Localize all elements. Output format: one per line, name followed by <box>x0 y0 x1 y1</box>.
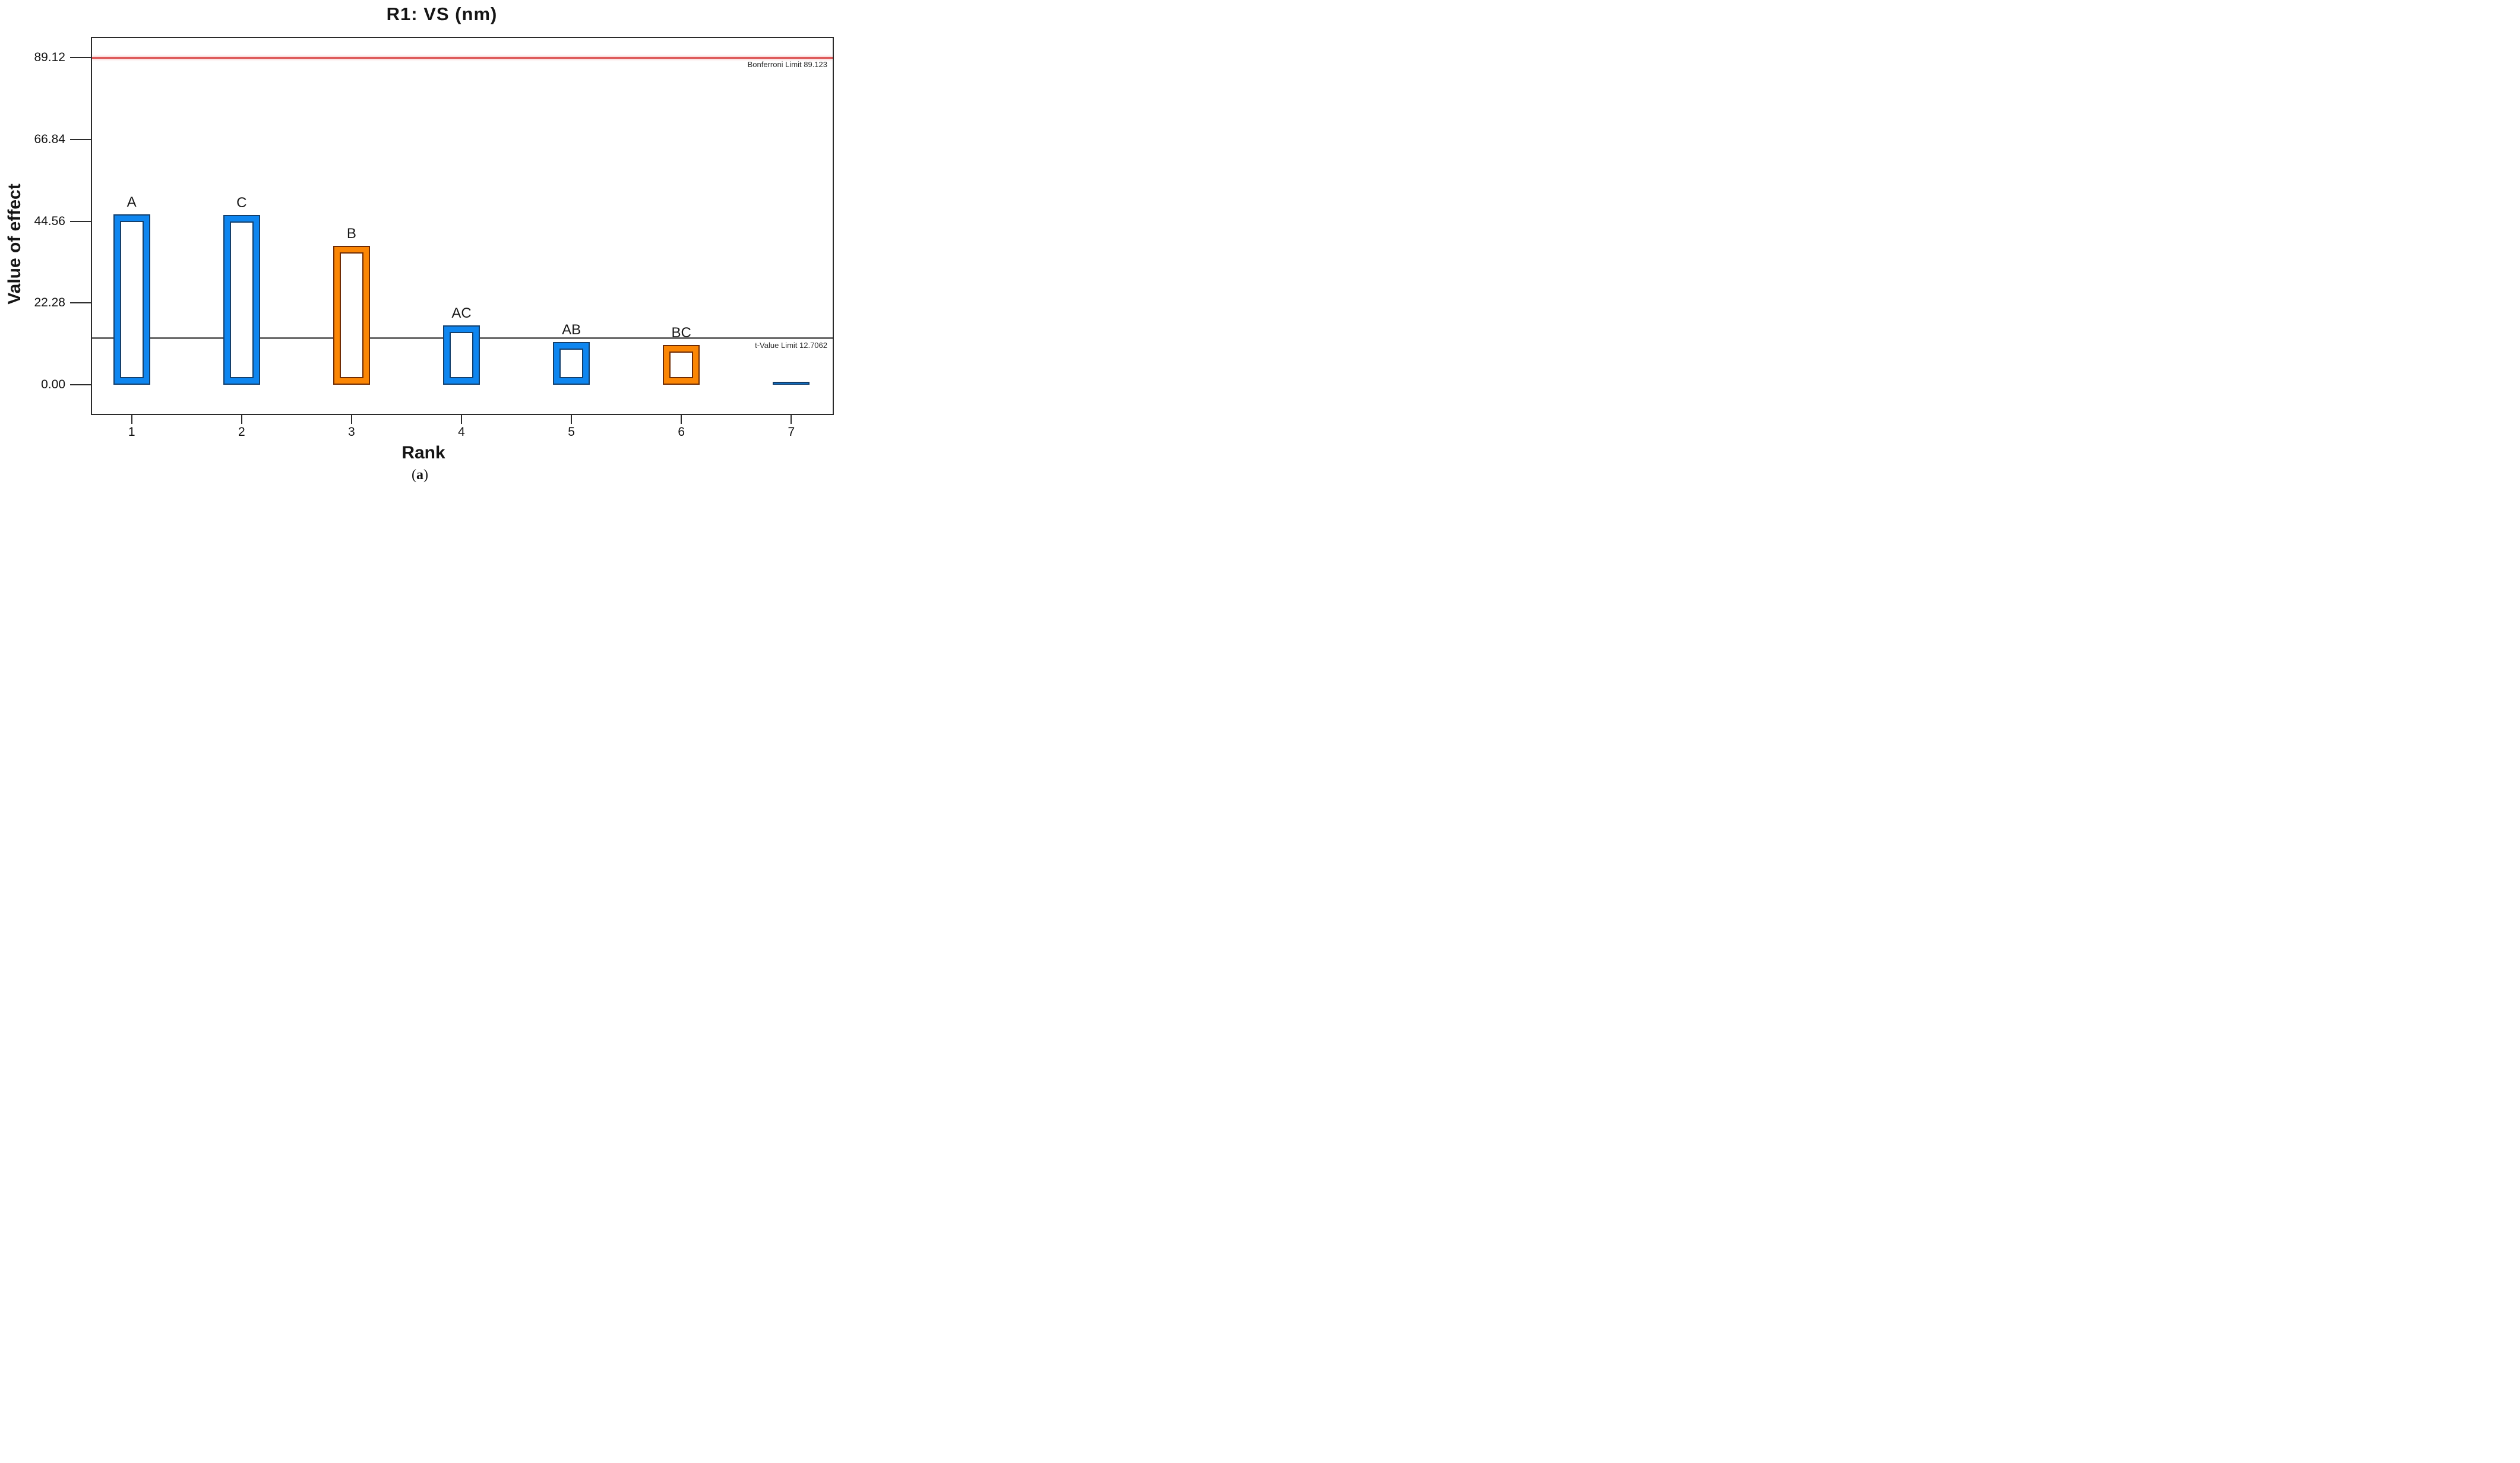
y-axis-title: Value of effect <box>5 183 24 305</box>
bar-hollow-center-2 <box>229 221 254 378</box>
x-tick-mark-3 <box>350 415 352 424</box>
bonferroni-limit-label: Bonferroni Limit 89.123 <box>747 60 827 69</box>
y-tick-mark-44.56 <box>70 220 91 222</box>
x-tick-label-3: 3 <box>348 425 355 439</box>
bar-hollow-center-1 <box>119 220 144 378</box>
y-tick-mark-89.12 <box>70 57 91 59</box>
bar-label-C: C <box>236 194 247 211</box>
pareto-chart-figure: R1: VS (nm) Value of effect Bonferroni L… <box>0 0 840 487</box>
x-tick-label-5: 5 <box>568 425 575 439</box>
y-tick-label-89.12: 89.12 <box>34 50 65 65</box>
y-tick-label-22.28: 22.28 <box>34 296 65 310</box>
x-tick-mark-1 <box>131 415 132 424</box>
figure-caption: (a) <box>412 467 428 483</box>
x-tick-label-6: 6 <box>678 425 685 439</box>
x-tick-mark-2 <box>241 415 242 424</box>
bar-hollow-center-4 <box>450 331 473 378</box>
x-axis-title: Rank <box>401 443 445 463</box>
bar-rank-5 <box>553 342 590 385</box>
x-tick-mark-7 <box>791 415 792 424</box>
x-tick-mark-6 <box>681 415 682 424</box>
chart-title: R1: VS (nm) <box>386 4 498 24</box>
bar-label-AC: AC <box>451 305 472 321</box>
bar-rank-1 <box>113 214 150 385</box>
y-tick-label-0.00: 0.00 <box>41 378 65 391</box>
x-tick-label-7: 7 <box>788 425 795 439</box>
caption-letter: a <box>416 467 423 483</box>
bar-rank-4 <box>443 325 480 385</box>
bar-rank-3 <box>333 246 370 385</box>
bar-rank-6 <box>663 344 700 385</box>
bar-label-B: B <box>346 226 356 242</box>
x-tick-mark-4 <box>461 415 462 424</box>
bar-label-AB: AB <box>562 322 581 338</box>
y-tick-mark-66.84 <box>70 138 91 140</box>
y-tick-label-66.84: 66.84 <box>34 132 65 146</box>
bar-rank-2 <box>223 214 260 385</box>
x-tick-label-2: 2 <box>238 425 245 439</box>
bar-hollow-center-6 <box>669 351 694 378</box>
y-tick-mark-0.00 <box>70 384 91 385</box>
caption-paren-open: ( <box>412 467 416 483</box>
bar-hollow-center-5 <box>559 349 584 378</box>
bar-label-BC: BC <box>671 324 691 341</box>
t-value-limit-label: t-Value Limit 12.7062 <box>755 340 827 350</box>
bonferroni-limit-line <box>92 56 833 59</box>
caption-paren-close: ) <box>423 467 428 483</box>
x-tick-label-4: 4 <box>458 425 465 439</box>
y-tick-mark-22.28 <box>70 302 91 304</box>
bar-hollow-center-3 <box>339 252 363 378</box>
x-tick-label-1: 1 <box>128 425 135 439</box>
bar-label-A: A <box>127 194 137 210</box>
bar-rank-7 <box>773 382 810 385</box>
x-tick-mark-5 <box>571 415 573 424</box>
y-tick-label-44.56: 44.56 <box>34 214 65 228</box>
